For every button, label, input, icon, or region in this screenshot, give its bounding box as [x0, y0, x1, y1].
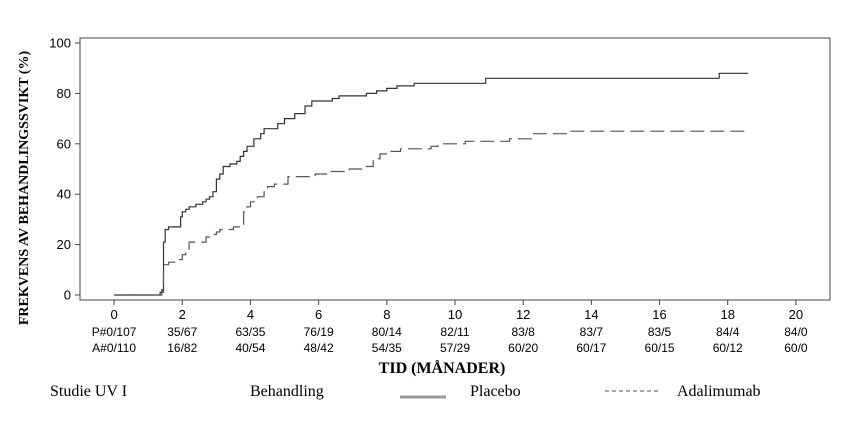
series-line-adalimumab — [114, 130, 749, 296]
risk-cell-p-10: 84/0 — [784, 325, 808, 339]
y-axis-label: FREKVENS AV BEHANDLINGSSVIKT (%) — [17, 51, 32, 326]
risk-cell-p-4: 80/14 — [372, 325, 402, 339]
x-tick-label-5: 10 — [448, 307, 462, 322]
x-tick-label-9: 18 — [720, 307, 734, 322]
risk-cell-p-1: 35/67 — [167, 325, 197, 339]
risk-cell-p-8: 83/5 — [648, 325, 672, 339]
risk-cell-a-9: 60/12 — [713, 341, 743, 355]
y-tick-label-4: 80 — [57, 86, 71, 101]
x-tick-label-8: 16 — [652, 307, 666, 322]
y-tick-label-5: 100 — [49, 36, 71, 51]
risk-cell-p-9: 84/4 — [716, 325, 740, 339]
y-tick-label-2: 40 — [57, 187, 71, 202]
risk-cell-p-6: 83/8 — [512, 325, 536, 339]
x-tick-label-7: 14 — [584, 307, 598, 322]
plot-frame — [79, 37, 831, 301]
x-tick-label-6: 12 — [516, 307, 530, 322]
x-axis-label: TID (MÅNADER) — [379, 359, 506, 377]
risk-cell-p-7: 83/7 — [580, 325, 604, 339]
risk-cell-a-10: 60/0 — [784, 341, 808, 355]
x-tick-label-4: 8 — [383, 307, 390, 322]
risk-cell-a-4: 54/35 — [372, 341, 402, 355]
x-tick-label-2: 4 — [247, 307, 254, 322]
risk-cell-a-6: 60/20 — [508, 341, 538, 355]
legend-study-label: Studie UV I — [50, 383, 127, 400]
x-tick-label-0: 0 — [110, 307, 117, 322]
risk-cell-p-0: P#0/107 — [92, 325, 137, 339]
plot-area: 0 2 4 6 8 10 12 14 16 18 20 0 20 40 60 80 100 P#0/107 35/6… — [49, 36, 831, 355]
y-tick-label-1: 20 — [57, 237, 71, 252]
risk-cell-a-5: 57/29 — [440, 341, 470, 355]
x-tick-label-1: 2 — [179, 307, 186, 322]
risk-cell-a-8: 60/15 — [645, 341, 675, 355]
legend-treatment-label: Behandling — [250, 383, 324, 400]
risk-cell-p-3: 76/19 — [304, 325, 334, 339]
x-tick-label-3: 6 — [315, 307, 322, 322]
x-tick-label-10: 20 — [789, 307, 803, 322]
risk-cell-a-3: 48/42 — [304, 341, 334, 355]
risk-cell-p-5: 82/11 — [440, 325, 469, 339]
legend-adalimumab-label: Adalimumab — [677, 383, 761, 400]
risk-cell-p-2: 63/35 — [235, 325, 265, 339]
y-tick-label-3: 60 — [57, 136, 71, 151]
legend-placebo-label: Placebo — [470, 383, 521, 400]
legend: Studie UV I Behandling Placebo Adalimuma… — [50, 383, 761, 400]
series-line-placebo — [114, 72, 749, 296]
risk-cell-a-0: A#0/110 — [92, 341, 136, 355]
y-tick-label-0: 0 — [64, 287, 71, 302]
risk-cell-a-1: 16/82 — [167, 341, 197, 355]
risk-cell-a-2: 40/54 — [235, 341, 265, 355]
risk-cell-a-7: 60/17 — [576, 341, 606, 355]
